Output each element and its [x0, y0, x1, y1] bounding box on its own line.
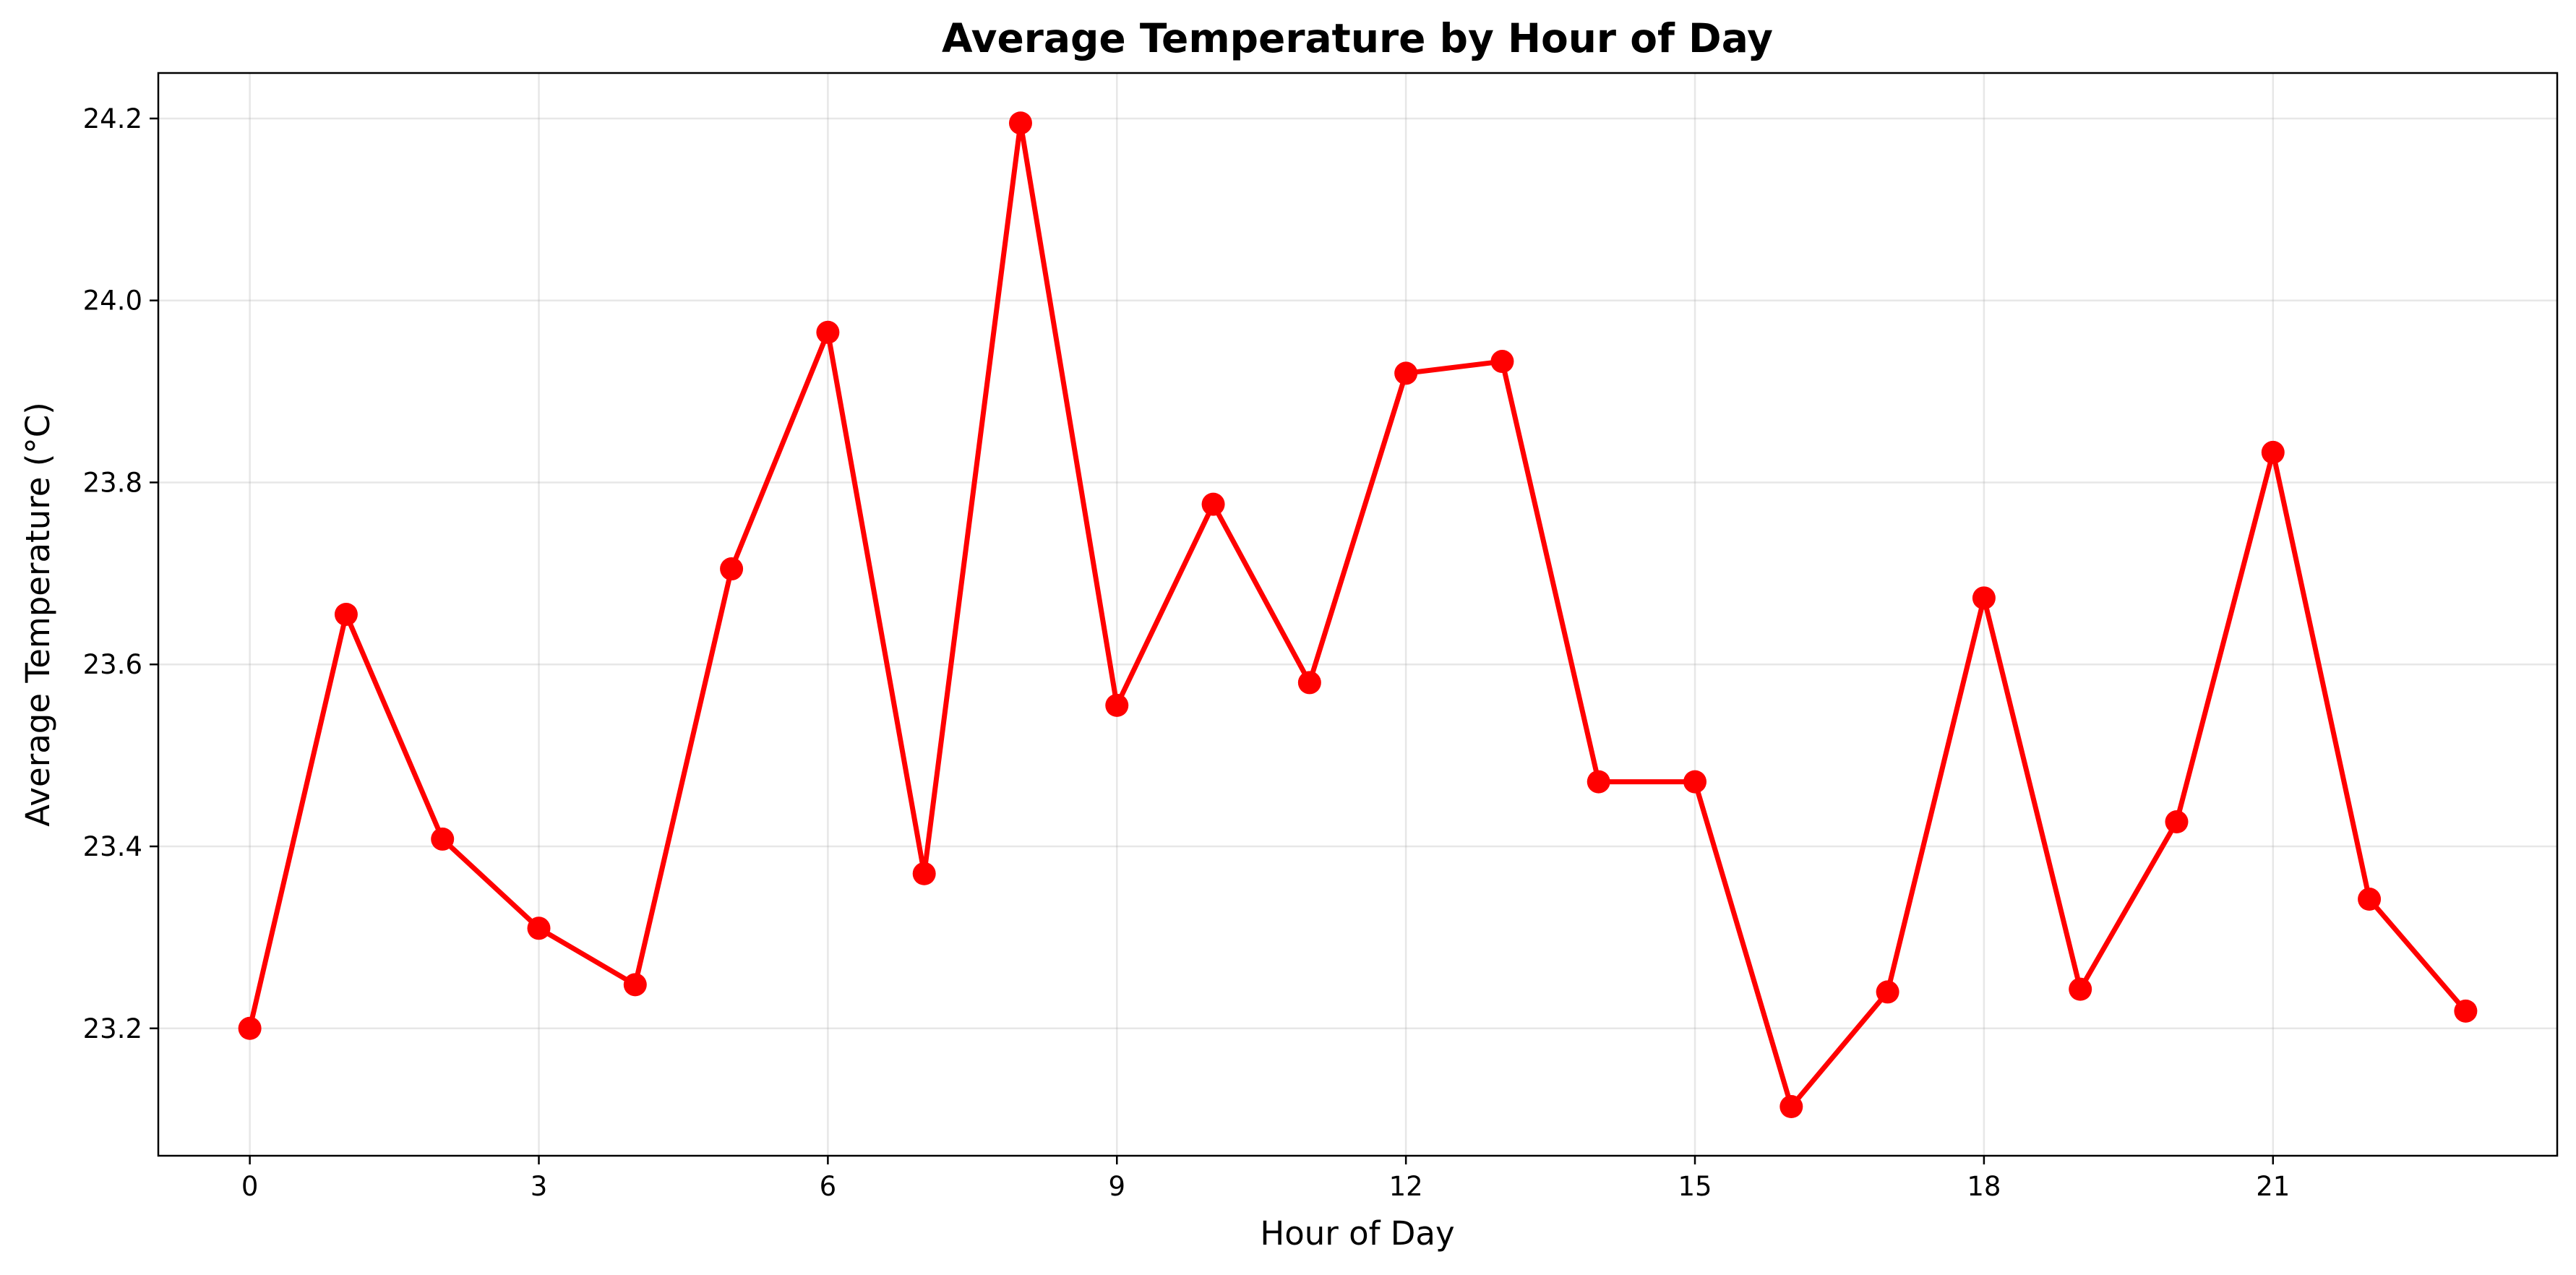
data-point-layer	[238, 111, 2478, 1119]
chart-title: Average Temperature by Hour of Day	[942, 15, 1773, 61]
data-point	[2358, 888, 2382, 911]
series-line-layer	[247, 122, 2468, 1112]
data-point	[238, 1016, 262, 1040]
y-tick-label: 24.0	[83, 286, 142, 317]
data-point	[1008, 111, 1032, 135]
data-point	[1876, 980, 1899, 1004]
x-tick-label: 18	[1967, 1171, 2001, 1202]
data-point	[1587, 770, 1610, 794]
data-point	[912, 862, 936, 885]
data-point	[816, 320, 840, 344]
y-tick-label: 23.8	[83, 467, 142, 498]
data-point	[720, 557, 744, 581]
data-point	[527, 916, 551, 940]
y-axis-label: Average Temperature (°C)	[19, 402, 57, 826]
x-tick-label: 15	[1678, 1171, 1712, 1202]
y-tick-label: 24.2	[83, 103, 142, 134]
x-tick-label: 3	[531, 1171, 548, 1202]
x-tick-label: 0	[241, 1171, 259, 1202]
data-point	[1201, 492, 1225, 516]
data-point	[1779, 1095, 1803, 1119]
y-tick-label: 23.4	[83, 831, 142, 862]
y-tick-label: 23.2	[83, 1013, 142, 1044]
data-point	[1490, 350, 1514, 374]
data-point	[2454, 999, 2478, 1023]
y-axis-ticks: 23.2 23.4 23.6 23.8 24.0 24.2	[83, 103, 158, 1044]
x-axis-label: Hour of Day	[1260, 1214, 1454, 1253]
data-point	[623, 973, 647, 997]
data-point	[1972, 586, 1996, 610]
x-axis-ticks: 0 3 6 9 12 15 18 21	[241, 1156, 2290, 1202]
y-tick-label: 23.6	[83, 649, 142, 680]
data-point	[2165, 810, 2189, 834]
data-point	[2261, 440, 2285, 464]
temperature-series-line	[247, 122, 2468, 1112]
x-tick-label: 12	[1389, 1171, 1423, 1202]
x-tick-label: 9	[1108, 1171, 1125, 1202]
plot-area-frame	[157, 72, 2559, 1157]
data-point	[1297, 671, 1321, 695]
grid-layer	[158, 73, 2557, 1156]
data-point	[1105, 693, 1129, 717]
data-point	[431, 827, 455, 851]
data-point	[2069, 977, 2092, 1001]
x-tick-label: 6	[820, 1171, 837, 1202]
data-point	[1394, 361, 1418, 385]
data-point	[334, 603, 358, 626]
x-tick-label: 21	[2256, 1171, 2290, 1202]
data-point	[1683, 770, 1707, 794]
